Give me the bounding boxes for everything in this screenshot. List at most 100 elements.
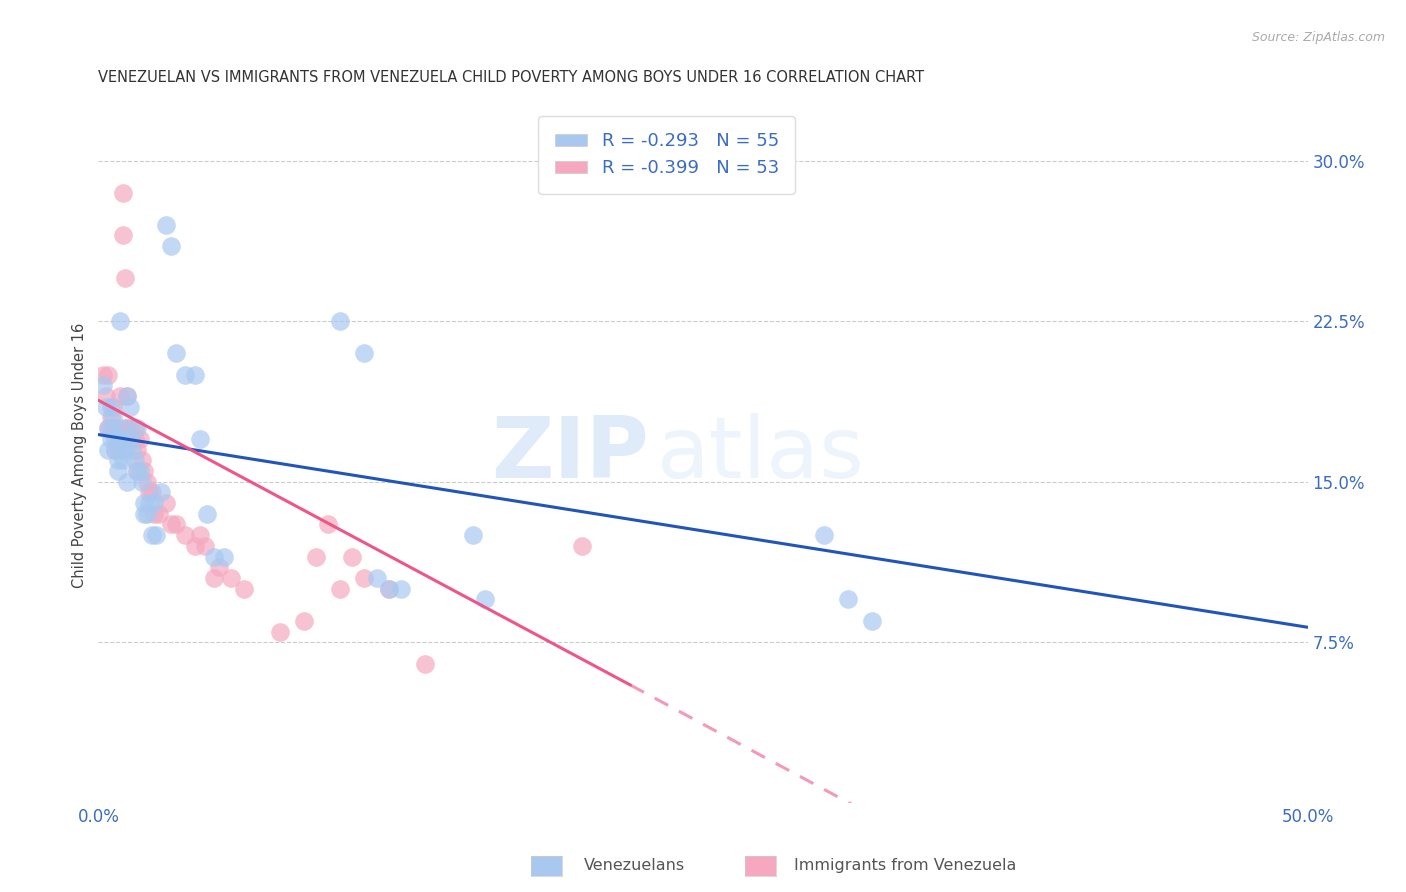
Point: [353, 571, 375, 585]
Point: [353, 346, 375, 360]
Point: [141, 528, 163, 542]
Point: [377, 582, 399, 596]
Point: [329, 582, 352, 596]
Text: Source: ZipAtlas.com: Source: ZipAtlas.com: [1251, 31, 1385, 45]
Point: [111, 186, 134, 200]
Point: [174, 528, 197, 542]
Point: [108, 432, 131, 446]
Text: Immigrants from Venezuela: Immigrants from Venezuela: [794, 858, 1017, 872]
Point: [377, 582, 399, 596]
Point: [91, 368, 114, 382]
Point: [117, 389, 139, 403]
Point: [118, 400, 141, 414]
Point: [141, 485, 163, 500]
Point: [135, 507, 157, 521]
Point: [111, 453, 134, 467]
Point: [97, 421, 120, 435]
Point: [188, 528, 211, 542]
Point: [269, 624, 291, 639]
Point: [114, 421, 136, 435]
Point: [127, 442, 149, 457]
Point: [232, 582, 254, 596]
Point: [128, 432, 150, 446]
Point: [101, 421, 124, 435]
Point: [124, 432, 146, 446]
Point: [124, 453, 146, 467]
Point: [127, 464, 149, 478]
Point: [117, 421, 139, 435]
Point: [127, 421, 149, 435]
Point: [342, 549, 364, 564]
Point: [143, 496, 166, 510]
Point: [100, 400, 122, 414]
Point: [204, 549, 226, 564]
Point: [108, 314, 131, 328]
Point: [165, 517, 187, 532]
Point: [118, 421, 141, 435]
Point: [204, 571, 226, 585]
Point: [389, 582, 412, 596]
Point: [104, 421, 127, 435]
Point: [305, 549, 328, 564]
Point: [143, 507, 166, 521]
Point: [127, 464, 149, 478]
Point: [134, 507, 156, 521]
Point: [94, 400, 117, 414]
Point: [108, 421, 131, 435]
Point: [107, 464, 129, 478]
Point: [366, 571, 388, 585]
Point: [208, 560, 231, 574]
Text: atlas: atlas: [657, 413, 865, 497]
Point: [100, 421, 122, 435]
Point: [107, 442, 129, 457]
Point: [111, 228, 134, 243]
Legend: R = -0.293   N = 55, R = -0.399   N = 53: R = -0.293 N = 55, R = -0.399 N = 53: [538, 116, 794, 194]
Point: [97, 368, 120, 382]
Point: [101, 410, 124, 425]
Point: [114, 442, 136, 457]
Point: [101, 400, 124, 414]
Point: [135, 475, 157, 489]
Y-axis label: Child Poverty Among Boys Under 16: Child Poverty Among Boys Under 16: [72, 322, 87, 588]
Point: [94, 389, 117, 403]
Point: [184, 539, 207, 553]
Point: [107, 453, 129, 467]
Point: [413, 657, 436, 671]
Point: [117, 475, 139, 489]
Text: Venezuelans: Venezuelans: [583, 858, 685, 872]
Point: [212, 549, 235, 564]
Point: [104, 432, 127, 446]
Point: [121, 432, 143, 446]
Point: [145, 528, 167, 542]
Point: [474, 592, 496, 607]
Point: [221, 571, 243, 585]
Point: [860, 614, 883, 628]
Point: [155, 496, 177, 510]
Point: [150, 485, 173, 500]
Point: [104, 442, 127, 457]
Point: [155, 218, 177, 232]
Point: [165, 346, 187, 360]
Point: [138, 485, 160, 500]
Text: ZIP: ZIP: [491, 413, 648, 497]
Point: [837, 592, 859, 607]
Point: [134, 464, 156, 478]
Point: [97, 442, 120, 457]
Point: [114, 271, 136, 285]
Point: [104, 442, 127, 457]
Point: [134, 496, 156, 510]
Point: [571, 539, 593, 553]
Point: [160, 239, 183, 253]
Point: [128, 464, 150, 478]
Point: [329, 314, 352, 328]
Point: [463, 528, 485, 542]
Point: [138, 496, 160, 510]
Point: [194, 539, 217, 553]
Point: [174, 368, 197, 382]
Point: [131, 475, 153, 489]
Point: [148, 507, 170, 521]
Point: [97, 421, 120, 435]
Point: [316, 517, 339, 532]
Point: [111, 442, 134, 457]
Point: [117, 389, 139, 403]
